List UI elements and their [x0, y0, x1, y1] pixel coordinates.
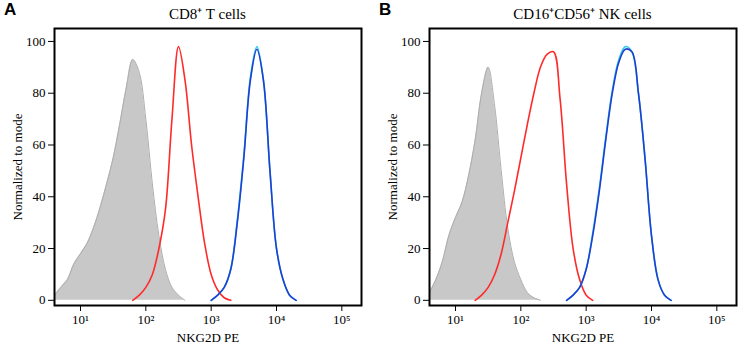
html-text:CD16⁺CD56⁺ NK cells: CD16⁺CD56⁺ NK cells — [513, 6, 652, 22]
svg-text:80: 80 — [33, 85, 46, 100]
html-text:B: B — [379, 0, 392, 19]
svg-text:10⁴: 10⁴ — [268, 312, 286, 327]
svg-text:10¹: 10¹ — [72, 312, 89, 327]
svg-text:10³: 10³ — [203, 312, 220, 327]
svg-text:NKG2D PE: NKG2D PE — [177, 330, 240, 345]
svg-text:10¹: 10¹ — [447, 312, 464, 327]
html-text:A: A — [4, 0, 17, 19]
svg-text:60: 60 — [33, 137, 46, 152]
svg-text:Normalized to mode: Normalized to mode — [385, 113, 400, 220]
svg-text:40: 40 — [408, 189, 421, 204]
svg-text:10³: 10³ — [578, 312, 595, 327]
svg-text:10⁴: 10⁴ — [643, 312, 661, 327]
svg-text:10²: 10² — [512, 312, 529, 327]
svg-text:10⁵: 10⁵ — [708, 312, 726, 327]
svg-text:100: 100 — [26, 34, 46, 49]
svg-text:80: 80 — [408, 85, 421, 100]
svg-text:40: 40 — [33, 189, 46, 204]
svg-text:0: 0 — [414, 292, 421, 307]
html-text:CD8⁺ T cells: CD8⁺ T cells — [169, 6, 246, 22]
svg-text:20: 20 — [33, 241, 46, 256]
svg-text:0: 0 — [39, 292, 46, 307]
svg-text:10⁵: 10⁵ — [333, 312, 351, 327]
svg-text:20: 20 — [408, 241, 421, 256]
svg-text:Normalized to mode: Normalized to mode — [10, 113, 25, 220]
svg-text:60: 60 — [408, 137, 421, 152]
svg-text:100: 100 — [401, 34, 421, 49]
svg-text:10²: 10² — [137, 312, 154, 327]
svg-text:NKG2D PE: NKG2D PE — [552, 330, 615, 345]
